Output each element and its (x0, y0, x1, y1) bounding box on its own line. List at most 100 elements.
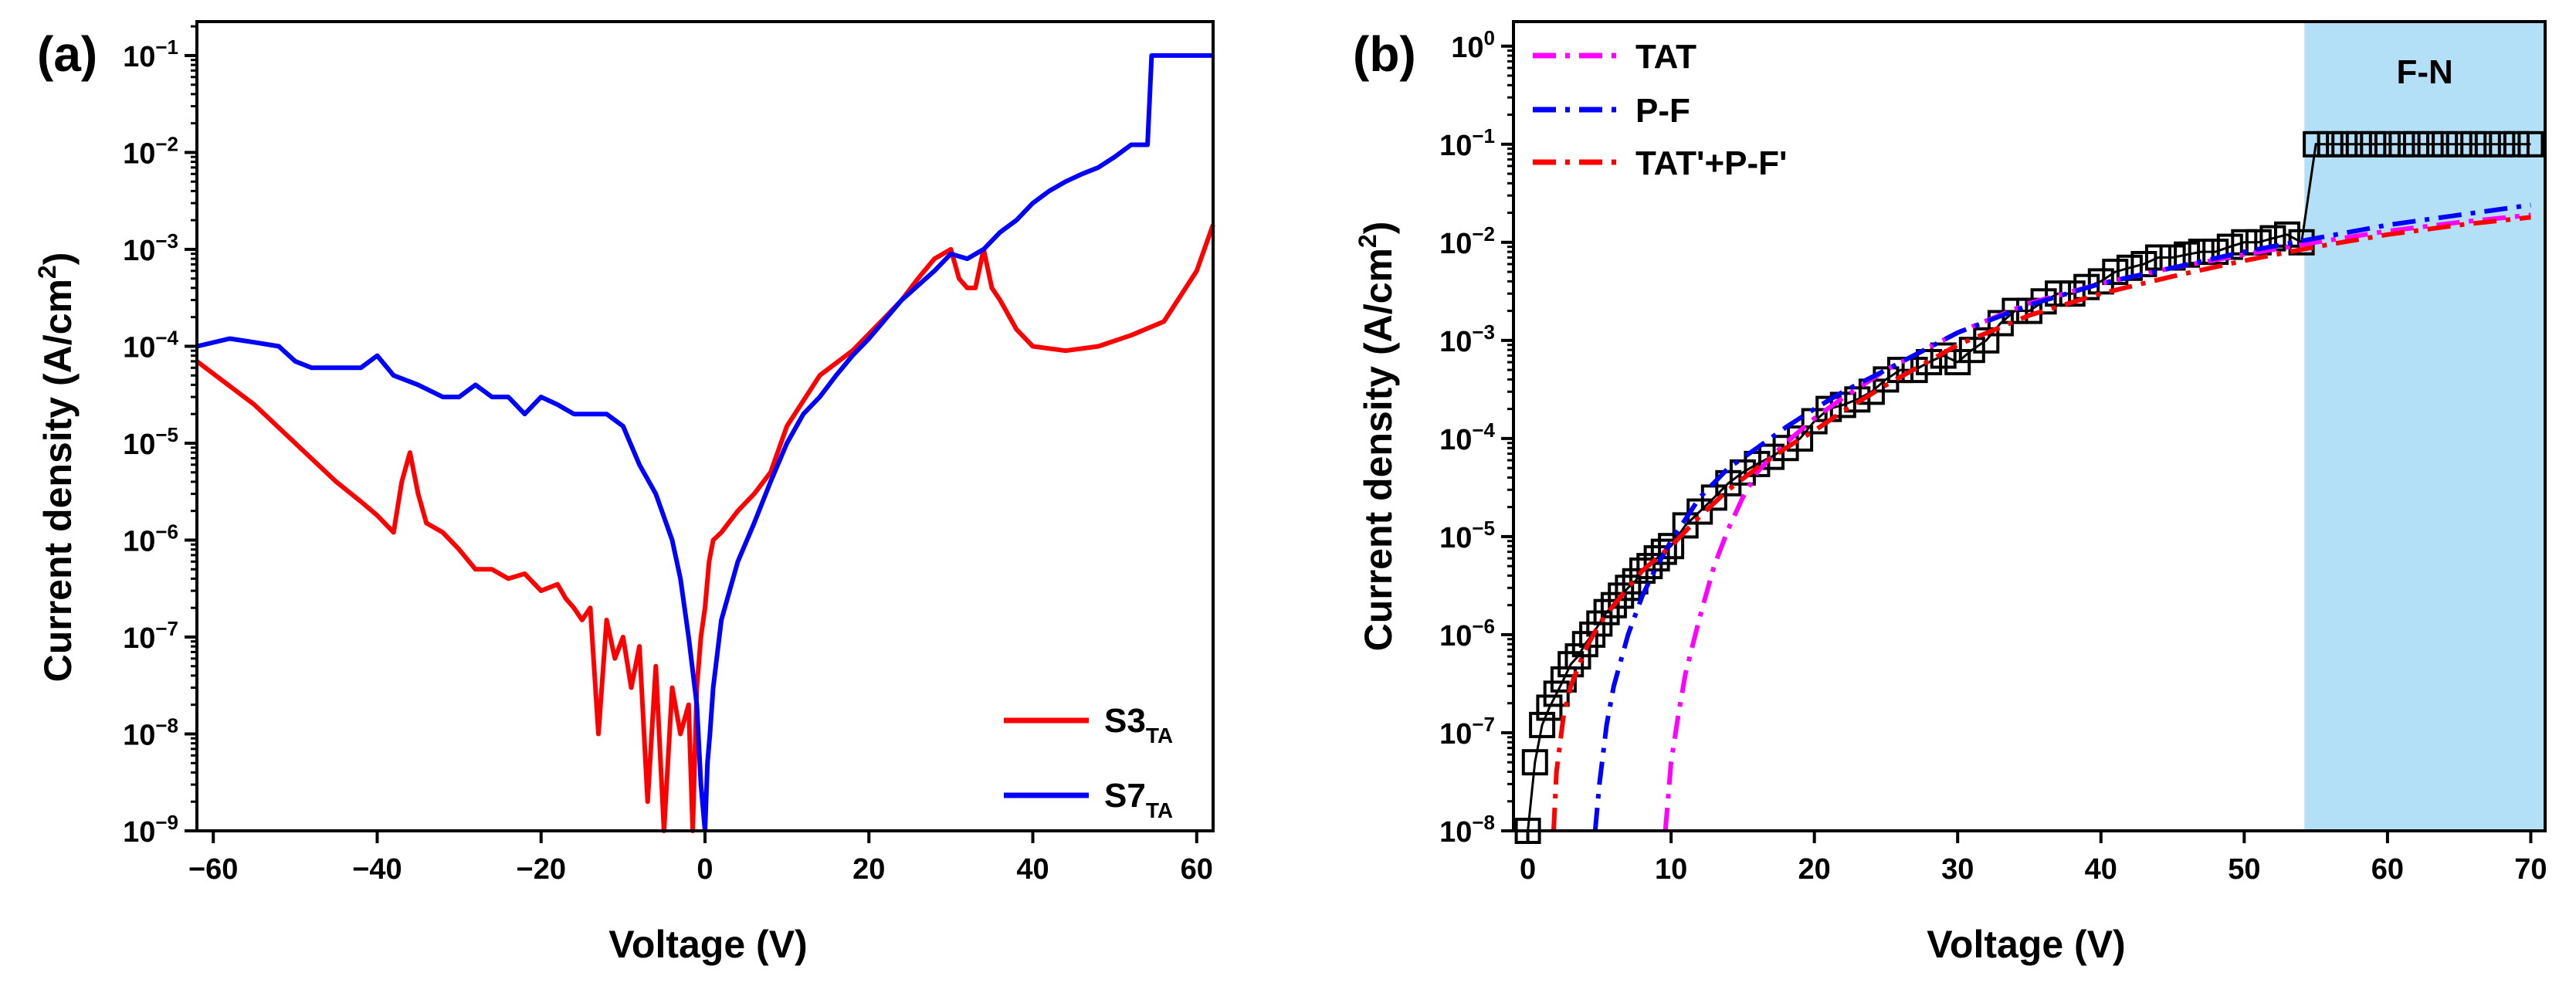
measured-point (1608, 582, 1635, 609)
measured-point (2489, 130, 2516, 158)
y-tick-label: 10−6 (1439, 615, 1495, 652)
x-tick-label: 10 (1655, 853, 1687, 886)
svg-text:Current density (A/cm2): Current density (A/cm2) (1354, 222, 1400, 652)
x-tick-label: 30 (1941, 853, 1974, 886)
y-tick-label: 10−6 (123, 520, 178, 558)
panel-b-plot-frame (1512, 20, 2547, 832)
legend-item-pf: P-F (1533, 92, 1690, 130)
measured-point (1536, 694, 1563, 721)
legend-item-tat-pf: TAT'+P-F' (1533, 144, 1788, 182)
measured-point (2317, 130, 2344, 158)
panel-a-y-axis-title-close: ) (36, 252, 80, 266)
measured-point (2145, 244, 2171, 271)
measured-point (1650, 538, 1677, 565)
x-tick-label: 50 (2228, 853, 2260, 886)
x-tick-label: −40 (352, 853, 402, 886)
legend-sub-s7: TA (1146, 798, 1173, 822)
y-tick-label: 10−7 (1439, 713, 1495, 751)
x-tick-label: 0 (1520, 853, 1536, 886)
y-tick-label: 100 (1451, 26, 1495, 64)
measured-point (1571, 631, 1598, 658)
x-tick-label: 40 (1016, 853, 1049, 886)
series-line-tat-p-f (1551, 215, 2531, 832)
measured-point (2474, 130, 2501, 158)
legend-sub-s3: TA (1146, 724, 1173, 747)
measured-point (2303, 130, 2330, 158)
legend-label-tat: TAT (1635, 38, 1696, 76)
measured-point (1521, 749, 1548, 776)
measured-point (2087, 268, 2114, 295)
measured-point (1658, 533, 1685, 560)
legend-item-s7: S7TA (1004, 777, 1173, 822)
measured-point (2130, 251, 2157, 277)
series-line-s7 (196, 53, 1213, 833)
panel-b-label: (b) (1353, 26, 1416, 82)
measured-point (1844, 386, 1871, 413)
measured-point (2432, 130, 2459, 158)
measured-point (1744, 450, 1771, 477)
measured-point (1930, 342, 1957, 369)
panel-b-y-axis-title-close: ) (1357, 222, 1400, 235)
measured-point (1529, 711, 1556, 738)
legend-item-s3: S3TA (1004, 702, 1173, 747)
measured-point (1615, 574, 1642, 602)
measured-point (1916, 349, 1943, 375)
measured-point (1758, 443, 1785, 470)
y-tick-label: 10−9 (123, 811, 178, 849)
measured-point (1557, 651, 1585, 678)
y-tick-label: 10−4 (123, 326, 178, 364)
panel-a-y-axis-title-sup: 2 (33, 265, 61, 279)
y-tick-label: 10−8 (1439, 811, 1495, 849)
y-tick-label: 10−2 (123, 132, 178, 170)
legend-label-s7: S7 (1104, 777, 1146, 815)
measured-point (1600, 591, 1627, 619)
y-tick-label: 10−3 (123, 229, 178, 267)
x-tick-label: 60 (2371, 853, 2404, 886)
measured-point (1901, 357, 1928, 384)
series-line-s3 (195, 223, 1215, 833)
x-tick-label: 0 (697, 853, 713, 886)
y-tick-label: 10−3 (1439, 320, 1495, 358)
x-tick-label: 60 (1181, 853, 1213, 886)
panel-b-x-axis-title: Voltage (V) (1927, 923, 2125, 966)
measured-point (1543, 680, 1570, 707)
svg-text:S3TA: S3TA (1104, 702, 1173, 747)
panel-b-y-ticks: 10−8 10−7 10−6 10−5 10−4 10−3 10−2 10−1 100 (1439, 26, 1513, 849)
panel-a-label: (a) (37, 26, 97, 82)
fn-region-label: F-N (2396, 53, 2452, 91)
panel-b-y-axis-title-sup: 2 (1354, 234, 1381, 248)
series-line-tat (1663, 212, 2531, 832)
measured-point (1958, 337, 1985, 364)
panel-a-y-ticks: 10−9 10−8 10−7 10−6 10−5 10−4 10−3 10−2 10−1 (123, 25, 197, 849)
y-tick-label: 10−2 (1439, 222, 1495, 260)
measured-point (1672, 512, 1699, 539)
y-tick-label: 10−1 (1439, 124, 1495, 162)
measured-point (1593, 598, 1620, 625)
measured-point (2403, 130, 2429, 158)
measured-point (1772, 435, 1799, 462)
measured-point (1973, 327, 2000, 354)
measured-point (2345, 130, 2372, 158)
x-tick-label: 20 (1798, 853, 1831, 886)
legend-label-tat-pf: TAT'+P-F' (1635, 144, 1788, 182)
measured-point (2102, 259, 2129, 286)
measured-point (2388, 130, 2415, 158)
measured-point (1636, 553, 1663, 580)
panel-a-y-axis-title-text: Current density (A/cm (36, 279, 80, 682)
measured-point (2460, 130, 2487, 158)
panel-a-plot-frame (195, 20, 1215, 832)
x-tick-label: 40 (2085, 853, 2117, 886)
panel-a-series (195, 53, 1215, 833)
panel-a-x-axis-title: Voltage (V) (608, 923, 807, 966)
measured-point (2360, 130, 2387, 158)
legend-item-tat: TAT (1533, 38, 1696, 76)
series-line-p-f (1592, 202, 2531, 832)
measured-point (2446, 130, 2473, 158)
panel-b-x-ticks: 0 10 20 30 40 50 60 70 (1520, 831, 2547, 886)
svg-text:S7TA: S7TA (1104, 777, 1173, 822)
measured-point (2045, 280, 2072, 307)
y-tick-label: 10−7 (123, 617, 178, 655)
x-tick-label: 20 (852, 853, 885, 886)
legend-label-pf: P-F (1635, 92, 1690, 130)
